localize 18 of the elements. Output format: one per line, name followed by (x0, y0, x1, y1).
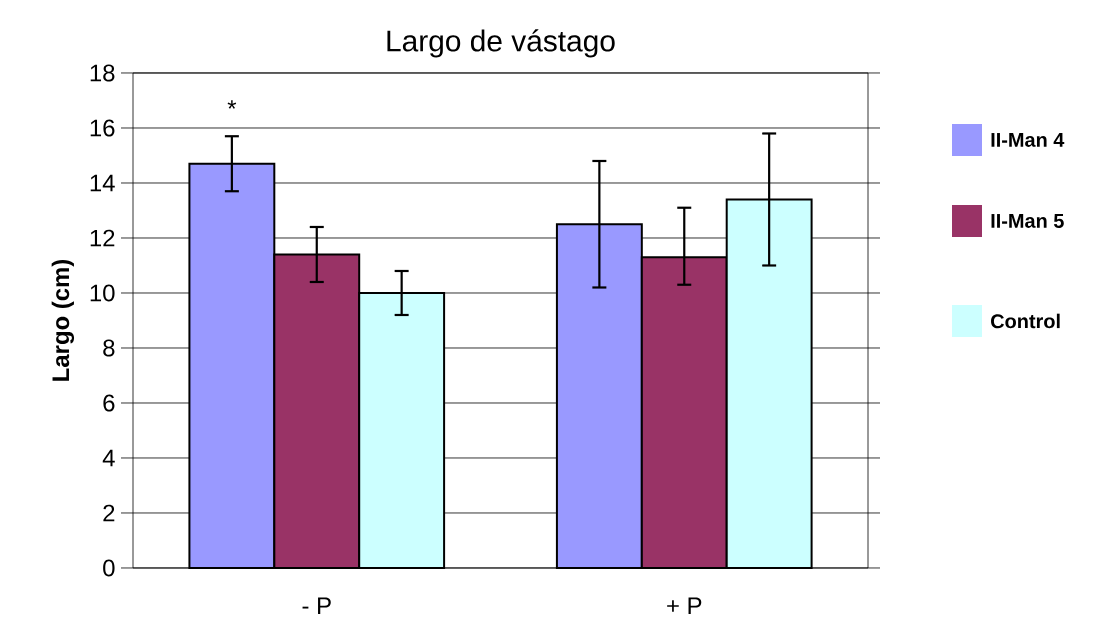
y-tick-label: 12 (90, 229, 115, 247)
y-tick-label: 6 (103, 394, 115, 412)
y-tick-label: 16 (90, 119, 115, 137)
y-axis-title: Largo (cm) (51, 259, 75, 381)
y-tick-label: 8 (103, 339, 115, 357)
legend-label: II-Man 5 (991, 214, 1064, 228)
annotation: * (227, 100, 237, 109)
x-tick-label: - P (302, 597, 331, 614)
y-tick-label: 14 (90, 174, 115, 192)
legend-label: II-Man 4 (991, 133, 1065, 147)
y-tick-label: 0 (103, 559, 115, 577)
x-tick-label: + P (667, 597, 702, 614)
y-tick-label: 2 (103, 504, 115, 522)
legend-label: Control (991, 313, 1060, 329)
y-tick-label: 10 (90, 284, 115, 302)
chart-title: Largo de vástago (387, 29, 615, 58)
y-tick-label: 18 (90, 64, 115, 82)
y-tick-label: 4 (102, 449, 115, 467)
